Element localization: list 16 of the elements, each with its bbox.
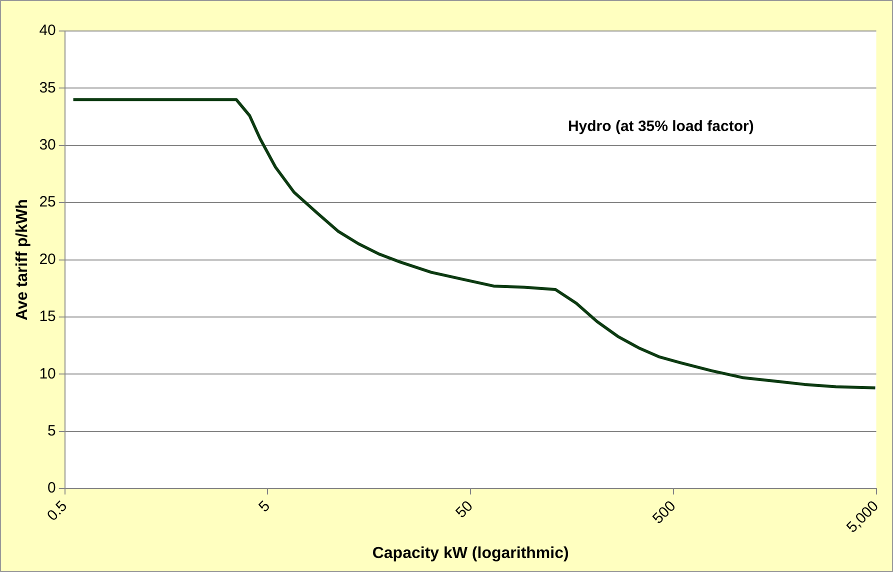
- y-tick-label: 20: [39, 250, 56, 268]
- y-tick-label: 5: [48, 422, 56, 440]
- y-tick-label: 40: [39, 22, 56, 40]
- y-tick-label: 25: [39, 194, 56, 211]
- annotation: Hydro (at 35% load factor): [568, 118, 754, 135]
- y-axis-title: Ave tariff p/kWh: [14, 199, 32, 320]
- x-tick-label: 50: [452, 498, 476, 522]
- x-tick-label: 500: [649, 498, 680, 528]
- y-tick-label: 30: [39, 136, 56, 154]
- y-tick-label: 15: [39, 308, 56, 326]
- x-axis-title: Capacity kW (logarithmic): [372, 544, 569, 562]
- y-tick-label: 0: [48, 480, 56, 497]
- x-tick-label: 5: [256, 498, 274, 516]
- y-tick-label: 10: [39, 365, 56, 382]
- x-tick-label: 0.5: [44, 498, 71, 524]
- y-tick-label: 35: [39, 79, 56, 96]
